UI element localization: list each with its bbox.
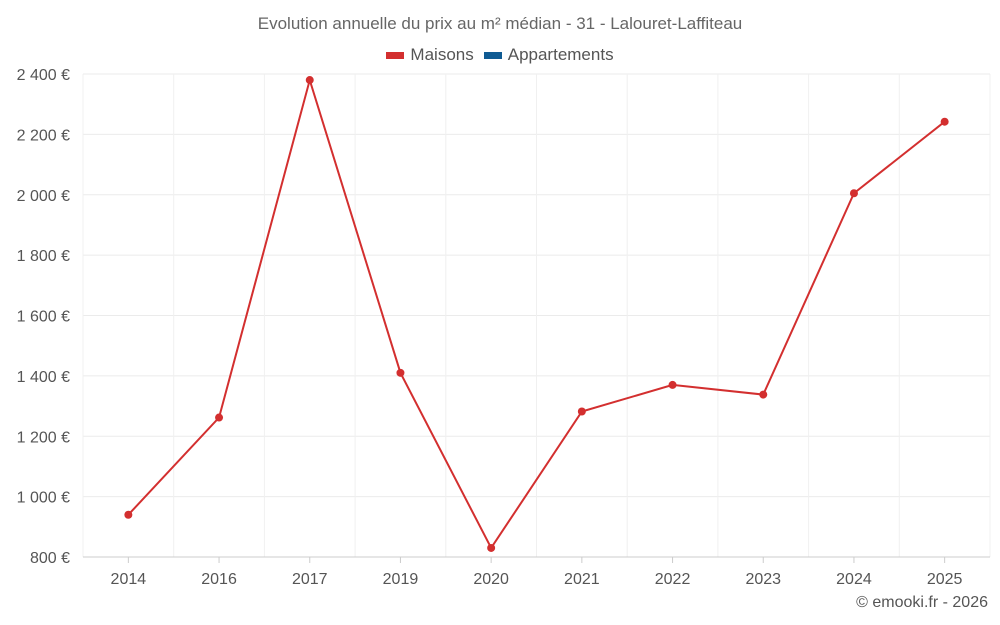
data-point — [940, 117, 949, 126]
data-point — [577, 407, 586, 416]
x-tick-label: 2020 — [473, 571, 509, 588]
legend-swatch-appartements — [483, 51, 502, 59]
y-tick-label: 2 400 € — [17, 67, 70, 84]
x-tick-label: 2024 — [836, 571, 872, 588]
legend-swatch-maisons — [386, 51, 405, 59]
y-tick-label: 1 200 € — [17, 429, 70, 446]
y-tick-label: 1 400 € — [17, 369, 70, 386]
chart-legend: Maisons Appartements — [0, 45, 1000, 65]
y-tick-label: 1 000 € — [17, 490, 70, 507]
x-tick-label: 2019 — [383, 571, 419, 588]
data-point — [849, 189, 858, 198]
y-tick-label: 2 200 € — [17, 127, 70, 144]
legend-item-appartements[interactable]: Appartements — [483, 45, 614, 65]
y-tick-label: 1 800 € — [17, 248, 70, 265]
data-point — [124, 510, 133, 519]
legend-label-maisons: Maisons — [410, 45, 474, 64]
credit-text: © emooki.fr - 2026 — [856, 594, 988, 611]
y-tick-label: 1 600 € — [17, 309, 70, 326]
series-line-maisons — [127, 76, 946, 550]
x-tick-label: 2023 — [745, 571, 781, 588]
x-tick-label: 2014 — [111, 571, 147, 588]
x-tick-label: 2022 — [655, 571, 691, 588]
x-tick-label: 2025 — [927, 571, 963, 588]
data-point — [668, 380, 677, 389]
data-point — [759, 390, 768, 399]
data-point — [487, 543, 496, 552]
data-point — [396, 368, 405, 377]
y-tick-label: 2 000 € — [17, 188, 70, 205]
chart-title: Evolution annuelle du prix au m² médian … — [257, 14, 743, 33]
data-point — [215, 413, 224, 422]
data-point — [305, 76, 314, 85]
x-tick-label: 2017 — [292, 571, 328, 588]
legend-label-appartements: Appartements — [507, 45, 614, 64]
legend-item-maisons[interactable]: Maisons — [386, 45, 474, 65]
x-tick-label: 2021 — [564, 571, 600, 588]
x-tick-label: 2016 — [201, 571, 237, 588]
y-tick-label: 800 € — [30, 550, 70, 567]
